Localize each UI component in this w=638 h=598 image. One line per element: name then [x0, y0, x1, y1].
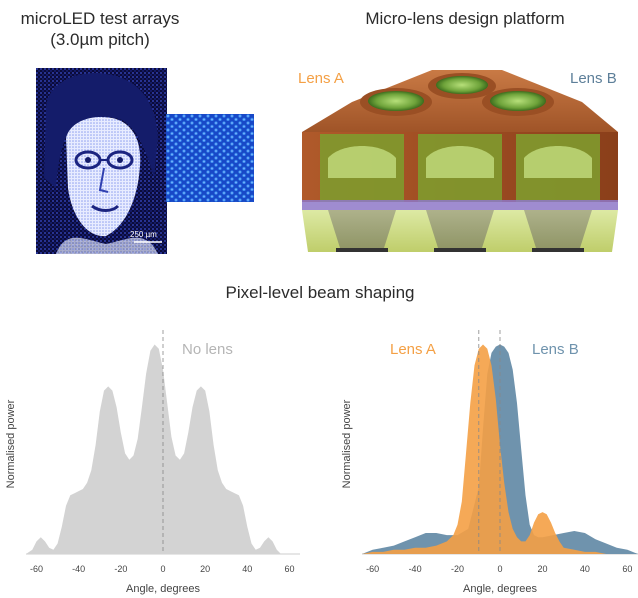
- x-tick-label: -20: [114, 564, 127, 574]
- microled-title-line2: (3.0µm pitch): [50, 30, 150, 49]
- x-tick-label: -20: [451, 564, 464, 574]
- x-tick-label: -40: [409, 564, 422, 574]
- scale-bar-label: 250 µm: [130, 230, 157, 239]
- microlens-title: Micro-lens design platform: [365, 9, 565, 28]
- x-tick-label: 40: [580, 564, 590, 574]
- microled-portrait-image: [36, 68, 167, 254]
- microlens-3d-render: [302, 70, 618, 252]
- x-tick-label: 0: [160, 564, 165, 574]
- microled-title-line1: microLED test arrays: [20, 9, 180, 28]
- x-tick-label: -60: [30, 564, 43, 574]
- x-tick-label: 40: [242, 564, 252, 574]
- no-lens-chart: -60 -40 -20 0 20 40 60 Angle, degrees Normalised…: [5, 330, 300, 595]
- x-tick-label: 20: [200, 564, 210, 574]
- lens-a-label: Lens A: [298, 70, 344, 87]
- x-axis-label: Angle, degrees: [126, 583, 200, 595]
- x-tick-label: 60: [284, 564, 294, 574]
- x-tick-label: 60: [622, 564, 632, 574]
- x-tick-label: 20: [537, 564, 547, 574]
- beam-shaping-title: Pixel-level beam shaping: [225, 283, 415, 302]
- y-axis-label: Normalised power: [341, 399, 353, 488]
- no-lens-annotation: No lens: [182, 341, 233, 358]
- x-axis-label: Angle, degrees: [463, 583, 537, 595]
- lens-b-label: Lens B: [570, 70, 617, 87]
- x-tick-label: -40: [72, 564, 85, 574]
- lens-comparison-chart: -60 -40 -20 0 20 40 60 Angle, degrees Normalised…: [341, 330, 638, 595]
- microled-array-closeup: [166, 114, 254, 202]
- lens-a-annotation: Lens A: [390, 341, 436, 358]
- y-axis-label: Normalised power: [5, 399, 17, 488]
- x-tick-label: -60: [366, 564, 379, 574]
- lens-b-annotation: Lens B: [532, 341, 579, 358]
- microled-title: microLED test arrays (3.0µm pitch): [10, 8, 190, 50]
- x-tick-label: 0: [497, 564, 502, 574]
